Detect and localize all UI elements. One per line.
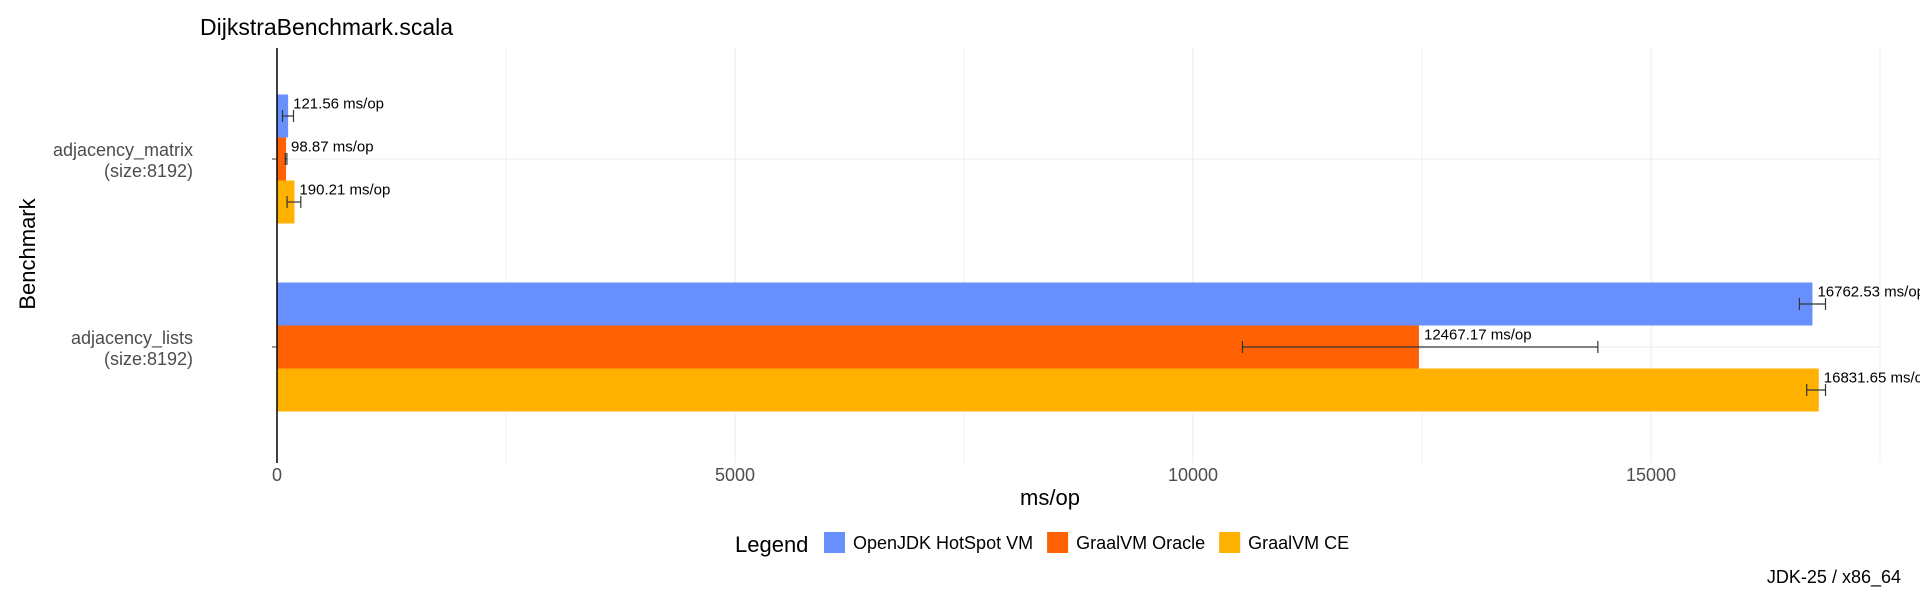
legend-label: OpenJDK HotSpot VM <box>853 533 1033 553</box>
error-bars <box>281 110 1827 396</box>
x-tick-label: 15000 <box>1626 465 1676 485</box>
error-bar <box>281 110 295 122</box>
x-axis-title: ms/op <box>1020 485 1080 510</box>
bars <box>277 94 1819 412</box>
legend-label: GraalVM CE <box>1248 533 1349 553</box>
legend-label: GraalVM Oracle <box>1076 533 1205 553</box>
error-bar <box>284 153 288 165</box>
y-axis-title: Benchmark <box>15 197 40 309</box>
legend-swatch <box>1047 532 1069 553</box>
data-label: 16831.65 ms/op <box>1824 370 1920 387</box>
category-labels: adjacency_matrix (size:8192)adjacency_lis… <box>53 140 277 369</box>
chart-title: DijkstraBenchmark.scala <box>200 14 453 40</box>
data-label: 16762.53 ms/op <box>1817 284 1920 301</box>
data-label: 12467.17 ms/op <box>1424 327 1532 344</box>
data-label: 190.21 ms/op <box>299 182 390 199</box>
legend: Legend OpenJDK HotSpot VM GraalVM Oracle G… <box>735 532 1349 557</box>
error-bar <box>1241 341 1599 353</box>
x-tick-labels: 0 5000 10000 15000 <box>272 465 1676 485</box>
x-tick-label: 5000 <box>715 465 755 485</box>
data-labels: 121.56 ms/op 16762.53 ms/op 98.87 ms/op 124… <box>291 96 1920 387</box>
legend-title: Legend <box>735 532 808 557</box>
x-tick-label: 0 <box>272 465 282 485</box>
data-label: 98.87 ms/op <box>291 139 374 156</box>
error-bar <box>1806 384 1827 396</box>
caption: JDK-25 / x86_64 <box>1767 567 1901 588</box>
data-label: 121.56 ms/op <box>293 96 384 113</box>
bar <box>277 282 1813 326</box>
bar <box>277 368 1819 412</box>
category-label-line: (size:8192) <box>104 161 193 181</box>
bar <box>277 137 287 181</box>
error-bar <box>1798 298 1827 310</box>
legend-swatch <box>824 532 845 553</box>
category-label-line: adjacency_lists <box>71 328 193 349</box>
legend-items: OpenJDK HotSpot VM GraalVM Oracle GraalVM … <box>824 532 1349 553</box>
bar <box>277 180 295 224</box>
category-label-line: adjacency_matrix <box>53 140 193 161</box>
category-label: adjacency_lists (size:8192) <box>71 328 193 369</box>
bar <box>277 325 1419 369</box>
error-bar <box>286 196 302 208</box>
category-label: adjacency_matrix (size:8192) <box>53 140 193 181</box>
x-tick-label: 10000 <box>1168 465 1218 485</box>
legend-swatch <box>1219 532 1241 553</box>
category-label-line: (size:8192) <box>104 349 193 369</box>
